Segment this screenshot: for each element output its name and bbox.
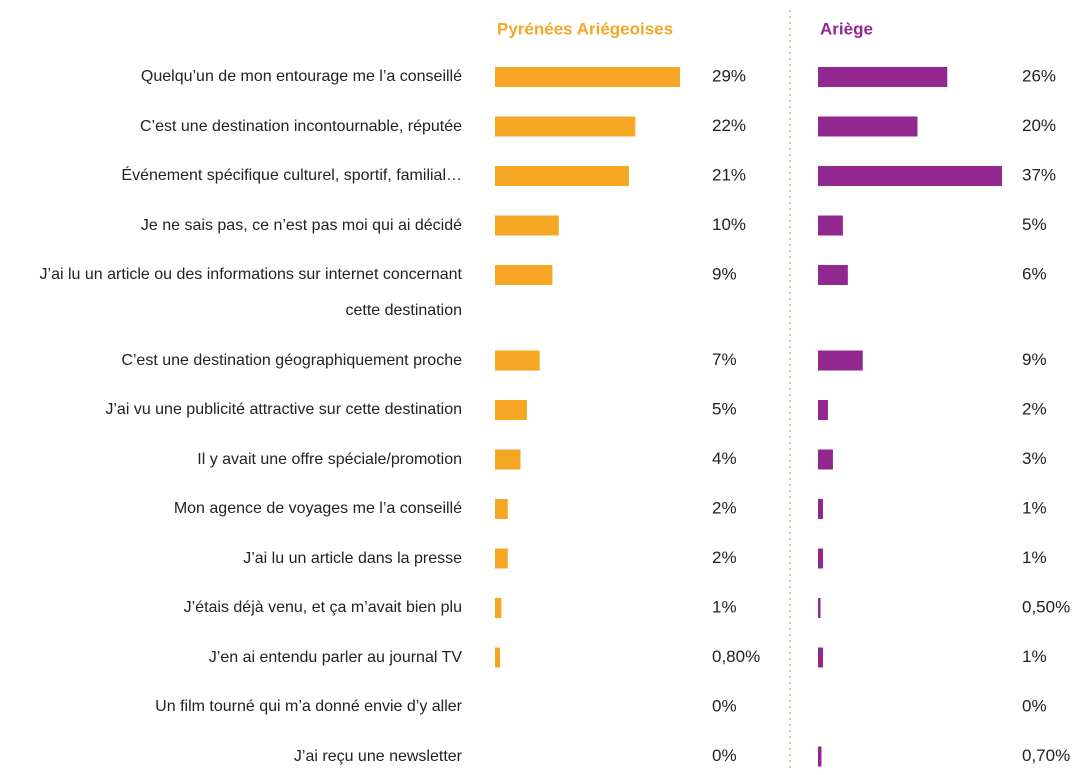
value-label: 26%: [1022, 66, 1056, 85]
value-label: 7%: [712, 350, 737, 369]
value-label: 21%: [712, 165, 746, 184]
value-label: 20%: [1022, 116, 1056, 135]
value-label: 1%: [1022, 647, 1047, 666]
category-label: J’ai reçu une newsletter: [293, 747, 462, 765]
bar: [495, 166, 629, 186]
bar: [818, 166, 1002, 186]
bar: [818, 400, 828, 420]
value-label: 10%: [712, 215, 746, 234]
bar: [818, 647, 823, 668]
bar: [818, 215, 843, 236]
bar: [495, 548, 508, 569]
category-label: J’ai lu un article dans la presse: [243, 549, 462, 567]
category-label: J’ai vu une publicité attractive sur cet…: [105, 401, 462, 418]
category-label: C’est une destination géographiquement p…: [121, 351, 462, 369]
value-label: 37%: [1022, 165, 1056, 184]
value-label: 5%: [712, 399, 737, 418]
value-label: 1%: [1022, 498, 1047, 517]
bar: [818, 265, 848, 285]
bar: [818, 67, 948, 87]
value-label: 6%: [1022, 264, 1047, 283]
value-label: 5%: [1022, 215, 1047, 234]
category-label: Quelqu’un de mon entourage me l’a consei…: [140, 68, 462, 85]
category-label: J’étais déjà venu, et ça m’avait bien pl…: [183, 599, 462, 616]
category-label: Je ne sais pas, ce n’est pas moi qui ai …: [140, 216, 462, 234]
value-label: 0,80%: [712, 647, 760, 666]
value-label: 0,50%: [1022, 597, 1070, 616]
bar: [495, 350, 540, 371]
category-label: J’en ai entendu parler au journal TV: [208, 648, 462, 666]
value-label: 0%: [712, 746, 737, 765]
bar: [495, 449, 521, 470]
bar: [495, 598, 502, 618]
value-label: 4%: [712, 449, 737, 468]
bar: [495, 647, 501, 668]
value-label: 9%: [1022, 350, 1047, 369]
series-header: Ariège: [820, 19, 873, 38]
value-label: 0%: [1022, 696, 1047, 715]
bar: [818, 449, 833, 470]
bar: [818, 499, 823, 519]
value-label: 0%: [712, 696, 737, 715]
value-label: 22%: [712, 116, 746, 135]
value-label: 1%: [712, 597, 737, 616]
bar: [495, 265, 553, 285]
bar: [495, 499, 508, 519]
bar: [818, 598, 821, 618]
category-label: Il y avait une offre spéciale/promotion: [197, 450, 462, 468]
value-label: 2%: [712, 498, 737, 517]
category-label: C’est une destination incontournable, ré…: [140, 117, 462, 135]
bar: [818, 746, 822, 767]
value-label: 2%: [712, 548, 737, 567]
category-label: Un film tourné qui m’a donné envie d’y a…: [155, 698, 462, 715]
value-label: 1%: [1022, 548, 1047, 567]
value-label: 3%: [1022, 449, 1047, 468]
value-label: 29%: [712, 66, 746, 85]
bar: [818, 116, 918, 137]
value-label: 0,70%: [1022, 746, 1070, 765]
bar: [818, 350, 863, 371]
category-label: Mon agence de voyages me l’a conseillé: [173, 500, 462, 517]
value-label: 9%: [712, 264, 737, 283]
value-label: 2%: [1022, 399, 1047, 418]
bar: [495, 215, 559, 236]
bar: [495, 67, 680, 87]
bar: [495, 400, 527, 420]
category-label: J’ai lu un article ou des informations s…: [39, 266, 462, 319]
bar: [818, 548, 823, 569]
bar: [495, 116, 636, 137]
series-header: Pyrénées Ariégeoises: [497, 19, 673, 38]
category-label: Événement spécifique culturel, sportif, …: [121, 167, 462, 184]
